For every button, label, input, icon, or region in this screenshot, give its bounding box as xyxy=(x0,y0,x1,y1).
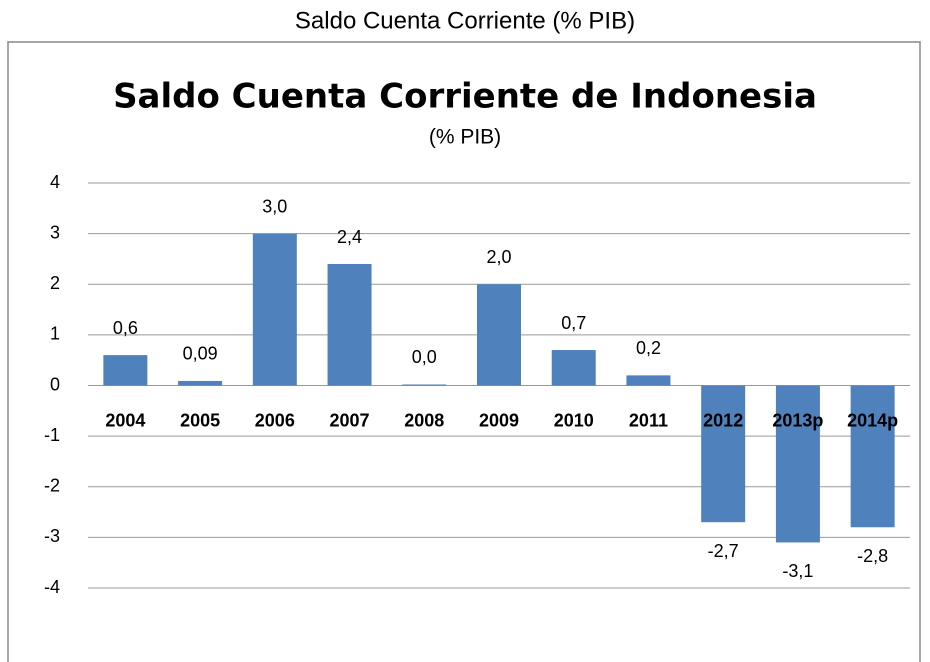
value-label: 0,6 xyxy=(113,318,138,338)
x-tick-label: 2005 xyxy=(180,410,220,430)
value-label: 3,0 xyxy=(262,196,287,216)
bar xyxy=(775,385,820,543)
x-tick-label: 2013p xyxy=(772,410,823,430)
y-tick-label: -4 xyxy=(44,577,60,597)
bar xyxy=(477,284,521,386)
x-tick-label: 2012 xyxy=(703,410,743,430)
y-tick-label: -2 xyxy=(44,476,60,496)
bar xyxy=(701,385,746,523)
value-label: 2,0 xyxy=(486,247,511,267)
x-tick-label: 2007 xyxy=(330,410,370,430)
chart-subtitle: (% PIB) xyxy=(429,126,501,149)
value-label: 0,7 xyxy=(561,313,586,333)
value-label: 2,4 xyxy=(337,227,362,247)
y-tick-label: -1 xyxy=(44,425,60,445)
x-tick-label: 2009 xyxy=(479,410,519,430)
bar xyxy=(327,264,372,386)
bar xyxy=(103,355,148,386)
bar xyxy=(626,375,671,386)
y-tick-label: 1 xyxy=(50,324,60,344)
value-label: -2,8 xyxy=(857,546,888,566)
chart-frame xyxy=(7,41,921,662)
value-label: 0,0 xyxy=(412,347,437,367)
bar xyxy=(178,380,223,386)
x-tick-label: 2010 xyxy=(554,410,594,430)
y-tick-label: 2 xyxy=(50,273,60,293)
y-tick-label: 3 xyxy=(50,222,60,242)
x-tick-label: 2006 xyxy=(255,410,295,430)
chart-title: Saldo Cuenta Corriente de Indonesia xyxy=(113,77,817,117)
bar xyxy=(402,384,447,386)
x-tick-label: 2004 xyxy=(105,410,145,430)
value-label: -2,7 xyxy=(708,541,739,561)
y-tick-label: -3 xyxy=(44,526,60,546)
value-label: 0,09 xyxy=(183,344,218,364)
bar xyxy=(850,385,895,528)
bar xyxy=(252,233,297,386)
x-tick-label: 2014p xyxy=(847,410,898,430)
heading: Saldo Cuenta Corriente (% PIB) xyxy=(295,7,635,34)
bar xyxy=(551,350,596,386)
y-tick-label: 0 xyxy=(50,374,60,394)
value-label: -3,1 xyxy=(782,561,813,581)
x-tick-label: 2011 xyxy=(629,410,668,430)
x-tick-label: 2008 xyxy=(404,410,444,430)
value-label: 0,2 xyxy=(636,338,661,358)
y-tick-label: 4 xyxy=(50,172,60,192)
